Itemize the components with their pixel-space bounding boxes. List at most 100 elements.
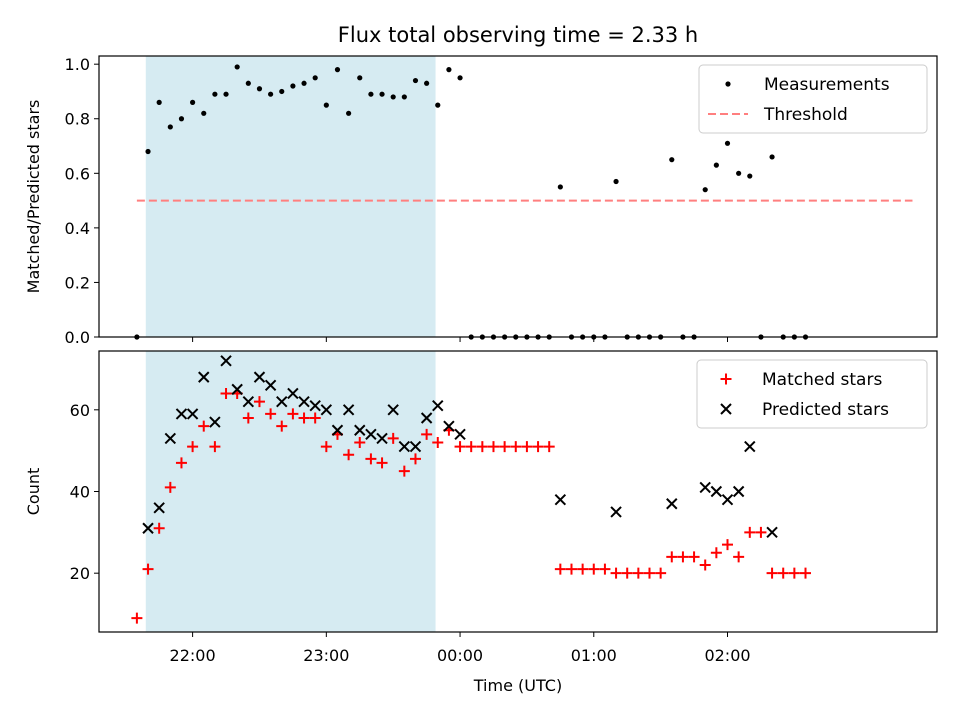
measurement-point xyxy=(323,102,329,108)
matched-star-point xyxy=(744,526,756,538)
series-matched-stars xyxy=(131,387,812,624)
predicted-star-point xyxy=(699,481,711,494)
predicted-star-point xyxy=(744,440,756,453)
matched-star-point xyxy=(164,481,176,493)
measurement-point xyxy=(334,67,341,73)
matched-star-point xyxy=(343,449,355,461)
series-predicted-stars xyxy=(142,355,778,539)
matched-star-point xyxy=(677,551,689,563)
predicted-star-point xyxy=(264,379,277,392)
predicted-star-point xyxy=(309,400,321,412)
matched-star-point xyxy=(543,441,555,453)
legend-box xyxy=(698,64,928,134)
observing-window-band xyxy=(145,351,436,632)
x-tick-label: 02:00 xyxy=(704,646,750,665)
measurement-point xyxy=(167,124,173,130)
predicted-star-point xyxy=(220,355,232,367)
predicted-star-point xyxy=(710,485,723,498)
matched-star-point xyxy=(599,563,611,575)
matched-star-point xyxy=(688,551,700,563)
matched-star-point xyxy=(376,457,388,469)
predicted-star-point xyxy=(320,404,333,416)
y-tick-label: 0.8 xyxy=(65,110,90,129)
matched-star-point xyxy=(187,441,199,453)
predicted-star-point xyxy=(142,522,154,534)
matched-star-point xyxy=(499,441,511,453)
predicted-star-point xyxy=(432,400,444,412)
predicted-star-point xyxy=(387,404,399,416)
predicted-star-point xyxy=(420,412,433,424)
matched-star-point xyxy=(276,420,288,432)
predicted-star-point xyxy=(287,387,299,400)
predicted-star-point xyxy=(554,493,567,506)
y-tick-label: 60 xyxy=(70,401,90,420)
predicted-star-point xyxy=(153,502,165,514)
measurement-point xyxy=(357,75,363,81)
legend-box xyxy=(696,359,928,429)
x-axis-label: Time (UTC) xyxy=(473,676,562,695)
measurement-point xyxy=(424,80,430,86)
matched-star-point xyxy=(175,457,187,469)
measurement-point xyxy=(312,75,318,81)
matched-star-point xyxy=(588,563,600,575)
measurement-point xyxy=(223,91,229,97)
predicted-star-point xyxy=(298,395,310,408)
matched-star-point xyxy=(265,408,277,420)
y-tick-label: 20 xyxy=(70,564,90,583)
measurement-point xyxy=(401,94,407,100)
matched-star-point xyxy=(610,567,622,579)
predicted-star-point xyxy=(666,498,678,510)
matched-star-point xyxy=(699,559,711,571)
predicted-star-point xyxy=(398,440,411,453)
legend: Matched stars Predicted stars xyxy=(696,359,928,429)
matched-star-point xyxy=(710,547,722,559)
measurement-point xyxy=(301,80,307,86)
matched-star-point xyxy=(387,432,399,444)
measurement-point xyxy=(736,170,742,176)
legend-marker-dot xyxy=(725,81,731,87)
measurement-point xyxy=(379,91,385,97)
matched-star-point xyxy=(365,453,377,465)
matched-star-point xyxy=(253,396,265,408)
measurement-point xyxy=(435,102,441,108)
predicted-star-point xyxy=(443,420,455,432)
matched-star-point xyxy=(242,412,254,424)
matched-star-point xyxy=(655,567,667,579)
matched-star-point xyxy=(632,567,644,579)
measurement-point xyxy=(212,91,218,97)
predicted-star-point xyxy=(198,371,210,383)
x-tick-label: 23:00 xyxy=(303,646,349,665)
matched-star-point xyxy=(465,441,477,453)
measurement-point xyxy=(702,187,708,193)
matched-star-point xyxy=(320,441,332,453)
count-panel: 20 40 60 22:00 23:00 00:00 01:00 02:00 Count Time… xyxy=(24,350,938,695)
matched-star-point xyxy=(198,420,210,432)
matched-star-point xyxy=(454,441,466,453)
y-tick-label: 0.4 xyxy=(65,219,90,238)
measurement-point xyxy=(769,154,775,160)
predicted-star-point xyxy=(209,416,221,428)
measurement-point xyxy=(268,91,274,97)
matched-star-point xyxy=(153,522,165,534)
matched-star-point xyxy=(487,441,499,453)
predicted-star-point xyxy=(610,506,622,518)
measurement-point xyxy=(557,184,563,190)
predicted-star-point xyxy=(454,428,466,441)
predicted-star-point xyxy=(276,395,288,408)
measurement-point xyxy=(245,80,251,86)
measurement-point xyxy=(156,99,162,105)
matched-star-point xyxy=(643,567,655,579)
predicted-star-point xyxy=(354,424,366,436)
predicted-star-point xyxy=(175,408,188,420)
predicted-star-point xyxy=(376,432,388,445)
matched-star-point xyxy=(309,412,321,424)
predicted-star-point xyxy=(242,395,255,408)
y-tick-label: 40 xyxy=(70,483,90,502)
matched-star-point xyxy=(421,428,433,440)
predicted-star-point xyxy=(732,485,745,498)
matched-star-point xyxy=(142,563,154,575)
legend-label: Matched stars xyxy=(762,370,882,390)
measurement-point xyxy=(290,83,296,89)
measurement-point xyxy=(724,140,731,146)
